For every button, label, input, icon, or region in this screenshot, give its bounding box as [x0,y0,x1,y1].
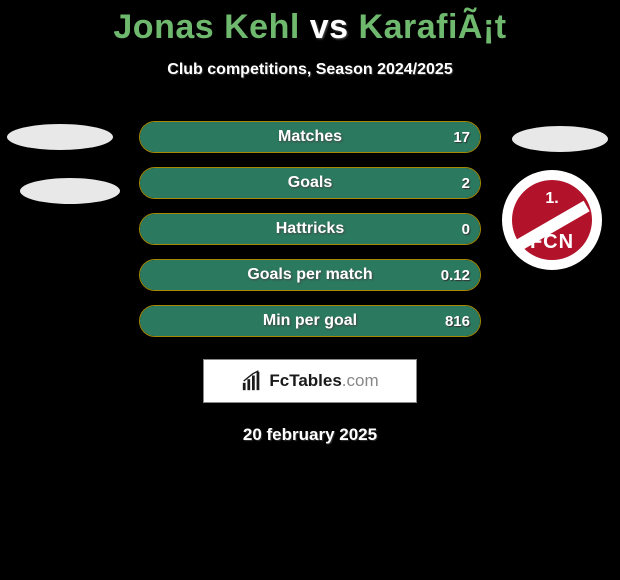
stat-value-right: 816 [445,313,470,330]
brand-text: FcTables.com [269,371,378,391]
brand-name: FcTables [269,371,341,390]
comparison-title: Jonas Kehl vs KarafiÃ¡t [0,0,620,47]
stat-label: Goals per match [140,266,480,284]
player2-name: KarafiÃ¡t [359,8,507,46]
vs-text: vs [310,8,349,46]
stat-label: Min per goal [140,312,480,330]
stat-bar: Hattricks0 [139,213,481,245]
player1-name: Jonas Kehl [113,8,299,46]
subtitle: Club competitions, Season 2024/2025 [0,61,620,79]
stat-label: Goals [140,174,480,192]
stat-bar: Min per goal816 [139,305,481,337]
stat-bar: Goals per match0.12 [139,259,481,291]
stat-value-right: 0.12 [441,267,470,284]
stat-row: Matches17 [0,121,620,153]
stat-bar: Goals2 [139,167,481,199]
stat-value-right: 17 [453,129,470,146]
stat-value-right: 2 [462,175,470,192]
stat-label: Matches [140,128,480,146]
brand-box: FcTables.com [203,359,417,403]
stat-row: Hattricks0 [0,213,620,245]
stat-label: Hattricks [140,220,480,238]
stats-container: Matches17 Goals2 Hattricks0 Goals per match… [0,121,620,337]
stat-row: Goals per match0.12 [0,259,620,291]
stat-value-right: 0 [462,221,470,238]
stat-row: Goals2 [0,167,620,199]
date-text: 20 february 2025 [0,425,620,445]
brand-suffix: .com [342,371,379,390]
stat-bar: Matches17 [139,121,481,153]
stat-row: Min per goal816 [0,305,620,337]
bar-chart-icon [241,370,263,392]
